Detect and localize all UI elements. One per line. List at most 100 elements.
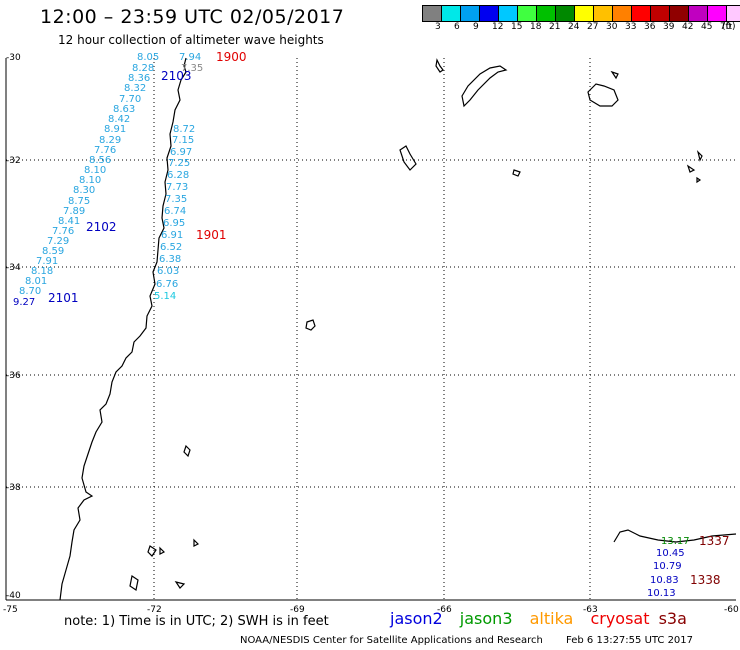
swh-label: 8.41: [58, 216, 80, 227]
legend-label: 24: [568, 22, 580, 32]
swh-label: 10.83: [650, 575, 679, 586]
island-outline: [696, 176, 702, 184]
legend-swatch: [499, 6, 518, 21]
mission-cryosat: cryosat: [590, 609, 650, 628]
legend-swatch: [537, 6, 556, 21]
coastal-island: [147, 545, 157, 557]
swh-label: 8.56: [89, 155, 111, 166]
swh-label: 8.42: [108, 114, 130, 125]
swh-label: 9.27: [13, 297, 35, 308]
swh-label: 7.91: [36, 256, 58, 267]
swh-label: 6.52: [160, 242, 182, 253]
mission-s3a: s3a: [658, 609, 687, 628]
legend-swatch: [556, 6, 575, 21]
legend-label: 39: [663, 22, 675, 32]
map-subtitle: 12 hour collection of altimeter wave hei…: [58, 33, 324, 47]
swh-label: 6.95: [163, 218, 185, 229]
lat-label: -36: [6, 371, 21, 381]
swh-label: 8.05: [137, 52, 159, 63]
swh-label: 8.75: [68, 196, 90, 207]
lon-label: -72: [147, 605, 162, 615]
swh-label: 6.76: [156, 279, 178, 290]
lat-label: -34: [6, 263, 21, 273]
swh-label: 8.10: [79, 175, 101, 186]
legend-swatch: [708, 6, 727, 21]
legend-swatch: [442, 6, 461, 21]
legend-swatch: [651, 6, 670, 21]
swh-label: 6.97: [170, 147, 192, 158]
swh-label: 7.70: [119, 94, 141, 105]
coastal-island: [193, 538, 200, 547]
lat-label: -32: [6, 156, 21, 166]
chile-coastline: [59, 57, 187, 601]
pass-id-2103: 2103: [161, 69, 192, 83]
legend-unit: (ft): [722, 22, 736, 32]
latitude-labels: -30 -32 -34 -36 -38 -40: [6, 53, 21, 601]
legend-swatch: [480, 6, 499, 21]
swh-label: 7.15: [172, 135, 194, 146]
legend-swatch: [461, 6, 480, 21]
swh-label: 7.25: [168, 158, 190, 169]
mission-jason3: jason3: [459, 609, 513, 628]
pass-ids: 1900 2103 2102 1901 2101 1337 1338: [48, 50, 730, 587]
swh-label: 6.28: [167, 170, 189, 181]
legend-label: 18: [530, 22, 542, 32]
map-title: 12:00 – 23:59 UTC 02/05/2017: [40, 6, 345, 28]
lat-label: -40: [6, 591, 21, 601]
swh-label: 7.35: [181, 63, 203, 74]
pass-id-1901: 1901: [196, 228, 227, 242]
island-outline: [587, 83, 619, 107]
legend-label: 21: [549, 22, 561, 32]
legend-label: 15: [511, 22, 523, 32]
swh-label: 8.32: [124, 83, 146, 94]
lat-label: -38: [6, 483, 21, 493]
coastal-island: [159, 546, 166, 555]
mission-altika: altika: [529, 609, 574, 628]
swh-track-b: 7.94 7.35 8.72 7.15 6.97 7.25 6.28 7.73 …: [154, 52, 203, 302]
swh-label: 13.17: [661, 536, 690, 547]
legend-swatch: [423, 6, 442, 21]
swh-label: 8.18: [31, 266, 53, 277]
swh-label: 8.70: [19, 286, 41, 297]
swh-label: 8.72: [173, 124, 195, 135]
island-outline: [686, 164, 696, 173]
island-outline: [696, 150, 703, 162]
swh-label: 6.74: [164, 206, 186, 217]
lon-label: -66: [437, 605, 452, 615]
swh-label: 7.89: [63, 206, 85, 217]
legend-label: 6: [454, 22, 460, 32]
lon-label: -69: [290, 605, 305, 615]
swh-label: 7.29: [47, 236, 69, 247]
swh-track-d: 13.17: [661, 536, 690, 547]
lon-label: -60: [724, 605, 739, 615]
legend-swatch: [518, 6, 537, 21]
swh-label: 6.38: [159, 254, 181, 265]
island-outline: [512, 169, 521, 177]
legend-label: 3: [435, 22, 441, 32]
legend-swatch: [632, 6, 651, 21]
legend-label: 45: [701, 22, 713, 32]
swh-label: 7.94: [179, 52, 201, 63]
swh-label: 8.29: [99, 135, 121, 146]
footer-timestamp: Feb 6 13:27:55 UTC 2017: [566, 635, 694, 646]
grid-lines: [6, 58, 736, 600]
lat-label: -30: [6, 53, 21, 63]
swh-label: 8.10: [84, 165, 106, 176]
swh-label: 8.59: [42, 246, 64, 257]
swh-label: 7.35: [165, 194, 187, 205]
mission-legend: jason2 jason3 altika cryosat s3a: [390, 609, 699, 628]
legend-label: 30: [606, 22, 618, 32]
swh-label: 8.28: [132, 63, 154, 74]
legend-swatch: [727, 6, 740, 21]
swh-label: 5.14: [154, 291, 176, 302]
legend-label: 27: [587, 22, 599, 32]
legend-swatch: [575, 6, 594, 21]
swh-track-a: 8.05 8.28 8.36 8.32 7.70 8.63 8.42 8.91 …: [13, 52, 159, 308]
legend-swatch: [670, 6, 689, 21]
legend-label: 9: [473, 22, 479, 32]
footer-org: NOAA/NESDIS Center for Satellite Applica…: [240, 635, 543, 646]
legend-label: 36: [644, 22, 656, 32]
note-text: note: 1) Time is in UTC; 2) SWH is in fe…: [64, 614, 329, 629]
pass-id-1337: 1337: [699, 534, 730, 548]
legend-label: 33: [625, 22, 637, 32]
